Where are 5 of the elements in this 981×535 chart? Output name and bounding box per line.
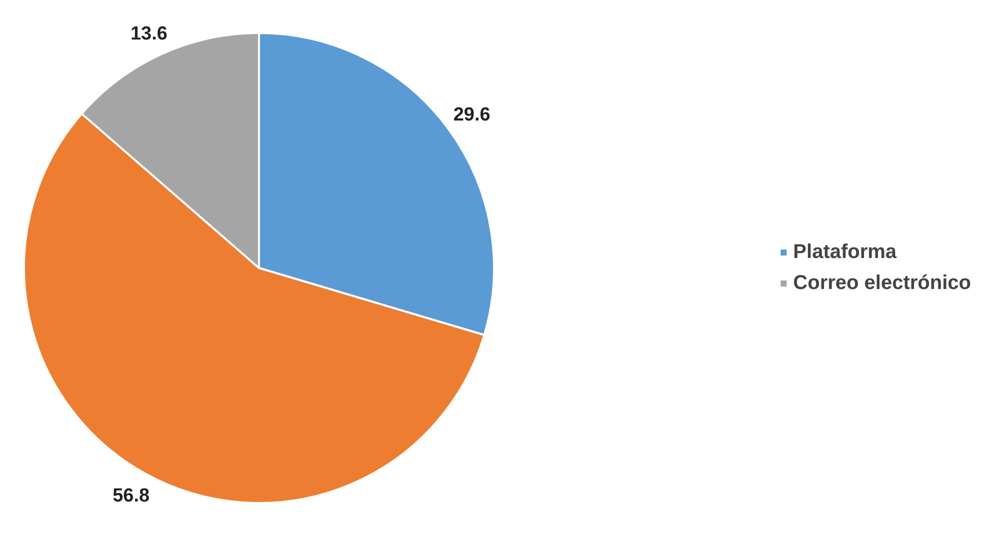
data-label: 56.8: [112, 486, 150, 507]
data-label: 29.6: [453, 104, 490, 126]
legend-label: Plataforma: [793, 240, 897, 264]
legend-label: Correo electrónico: [793, 272, 971, 294]
data-label: 13.6: [130, 24, 168, 45]
